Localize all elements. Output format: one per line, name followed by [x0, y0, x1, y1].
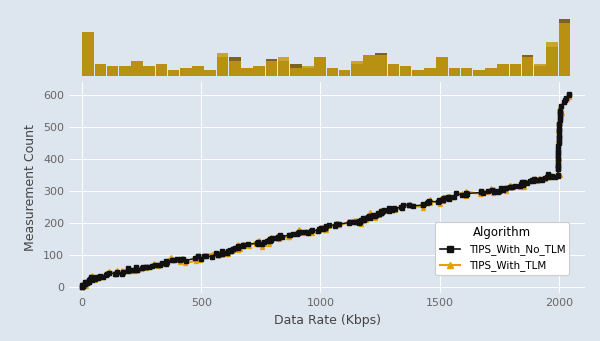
Bar [290, 63, 302, 76]
Bar [473, 70, 485, 76]
Bar [241, 68, 253, 76]
Bar [314, 57, 326, 76]
Bar [229, 57, 241, 76]
Bar [290, 68, 302, 76]
Bar [107, 66, 118, 76]
Bar [302, 68, 314, 76]
Bar [376, 55, 387, 76]
Bar [461, 68, 472, 76]
Bar [326, 68, 338, 76]
Bar [485, 68, 497, 76]
Bar [522, 55, 533, 76]
Bar [509, 63, 521, 76]
Bar [143, 66, 155, 76]
Bar [131, 61, 143, 76]
Bar [449, 68, 460, 76]
Bar [217, 53, 228, 76]
Bar [155, 63, 167, 76]
Bar [376, 53, 387, 76]
Bar [351, 61, 362, 76]
Bar [192, 66, 204, 76]
Bar [266, 61, 277, 76]
Bar [278, 61, 289, 76]
Bar [314, 57, 326, 76]
Bar [351, 63, 362, 76]
Bar [449, 68, 460, 76]
Bar [168, 70, 179, 76]
Bar [522, 57, 533, 76]
X-axis label: Data Rate (Kbps): Data Rate (Kbps) [274, 314, 380, 327]
Bar [326, 68, 338, 76]
Bar [400, 66, 412, 76]
Bar [412, 70, 424, 76]
Bar [180, 68, 191, 76]
Bar [82, 32, 94, 76]
Bar [388, 63, 399, 76]
Bar [424, 68, 436, 76]
Bar [95, 63, 106, 76]
Bar [339, 70, 350, 76]
Bar [217, 57, 228, 76]
Bar [534, 63, 545, 76]
Bar [546, 46, 558, 76]
Bar [485, 68, 497, 76]
Bar [473, 70, 485, 76]
Bar [229, 61, 241, 76]
Bar [168, 70, 179, 76]
Bar [82, 32, 94, 76]
Bar [143, 66, 155, 76]
Bar [253, 66, 265, 76]
Legend: TIPS_With_No_TLM, TIPS_With_TLM: TIPS_With_No_TLM, TIPS_With_TLM [436, 222, 569, 276]
Bar [339, 70, 350, 76]
Bar [253, 66, 265, 76]
Bar [266, 59, 277, 76]
Bar [192, 66, 204, 76]
Bar [436, 57, 448, 76]
Bar [107, 66, 118, 76]
Bar [363, 55, 375, 76]
Bar [497, 63, 509, 76]
Bar [509, 63, 521, 76]
Bar [95, 63, 106, 76]
Bar [205, 70, 216, 76]
Bar [559, 19, 570, 76]
Bar [278, 57, 289, 76]
Bar [400, 66, 412, 76]
Bar [546, 42, 558, 76]
Bar [497, 63, 509, 76]
Bar [241, 68, 253, 76]
Y-axis label: Measurement Count: Measurement Count [25, 124, 37, 251]
Bar [424, 68, 436, 76]
Bar [436, 57, 448, 76]
Bar [302, 66, 314, 76]
Bar [180, 68, 191, 76]
Bar [388, 63, 399, 76]
Bar [205, 70, 216, 76]
Bar [559, 23, 570, 76]
Bar [412, 70, 424, 76]
Bar [363, 55, 375, 76]
Bar [155, 63, 167, 76]
Bar [131, 61, 143, 76]
Bar [119, 66, 131, 76]
Bar [534, 66, 545, 76]
Bar [461, 68, 472, 76]
Bar [119, 66, 131, 76]
